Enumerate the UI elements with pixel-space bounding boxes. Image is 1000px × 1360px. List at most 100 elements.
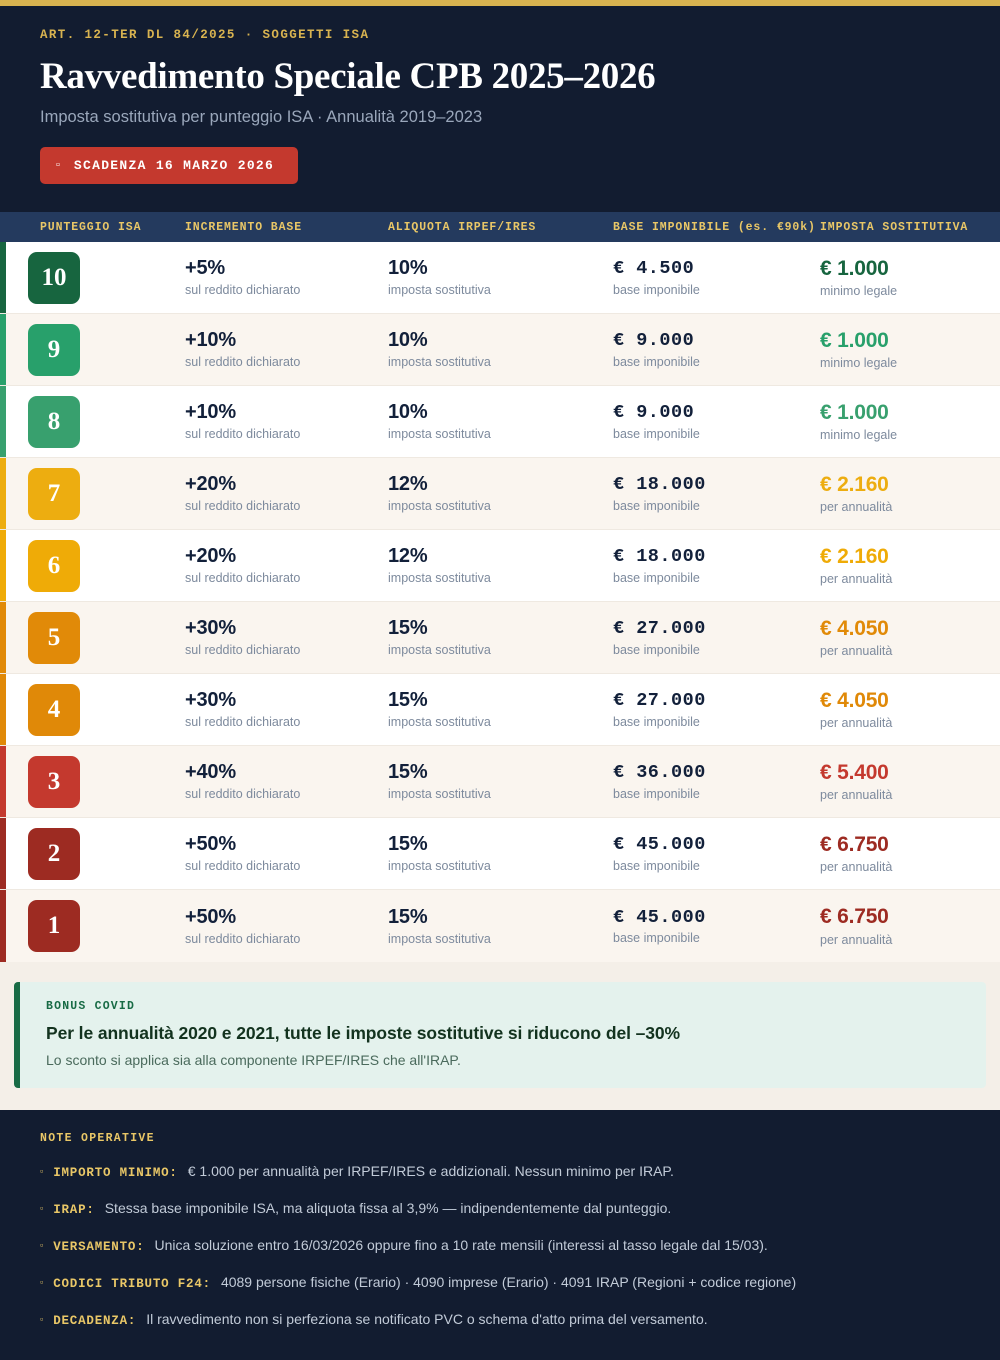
note-item: ▫ IMPORTO MINIMO: € 1.000 per annualità pe…	[40, 1162, 960, 1182]
table-row: 8 +10% sul reddito dichiarato 10% imposta so…	[0, 386, 1000, 459]
aliquota-cell: 12% imposta sostitutiva	[388, 473, 613, 514]
imposta-value: € 1.000	[820, 400, 889, 424]
note-term: IMPORTO MINIMO:	[53, 1166, 178, 1181]
operative-notes-footer: NOTE OPERATIVE ▫ IMPORTO MINIMO: € 1.000 p…	[0, 1110, 1000, 1360]
incremento-caption: sul reddito dichiarato	[185, 859, 301, 874]
incremento-value: +30%	[185, 689, 236, 712]
eyebrow-label: ART. 12-TER DL 84/2025 · SOGGETTI ISA	[40, 28, 370, 42]
aliquota-value: 10%	[388, 401, 428, 424]
isa-score-badge: 10	[28, 251, 80, 304]
score-badge-cell: 5	[0, 611, 185, 664]
isa-score-badge: 5	[28, 611, 80, 664]
square-bullet-icon: ▫	[40, 1277, 44, 1288]
imposta-caption: minimo legale	[820, 284, 898, 298]
base-imponibile-caption: base imponibile	[613, 642, 700, 657]
base-imponibile-cell: € 27.000 base imponibile	[613, 618, 820, 657]
aliquota-value: 15%	[388, 689, 428, 712]
square-bullet-icon: ▫	[40, 1313, 44, 1324]
imposta-value: € 2.160	[820, 472, 889, 496]
table-row: 10 +5% sul reddito dichiarato 10% imposta so…	[0, 242, 1000, 315]
imposta-sostitutiva-cell: € 5.400 per annualità	[820, 761, 1000, 803]
column-header-base-imponibile: BASE IMPONIBILE (es. €90k)	[613, 220, 816, 234]
aliquota-value: 12%	[388, 473, 428, 496]
aliquota-caption: imposta sostitutiva	[388, 571, 491, 586]
incremento-cell: +10% sul reddito dichiarato	[185, 329, 388, 370]
imposta-value: € 6.750	[820, 905, 889, 929]
column-header-imposta-sostitutiva: IMPOSTA SOSTITUTIVA	[820, 220, 969, 234]
table-row: 7 +20% sul reddito dichiarato 12% imposta so…	[0, 458, 1000, 531]
column-header-incremento-base: INCREMENTO BASE	[185, 220, 303, 234]
incremento-cell: +40% sul reddito dichiarato	[185, 761, 388, 802]
incremento-value: +20%	[185, 545, 236, 568]
note-description: 4089 persone fisiche (Erario) · 4090 imp…	[220, 1274, 797, 1291]
aliquota-value: 15%	[388, 761, 428, 784]
score-badge-cell: 7	[0, 467, 185, 520]
column-header-punteggio-isa: PUNTEGGIO ISA	[40, 220, 142, 234]
incremento-value: +50%	[185, 833, 236, 856]
imposta-sostitutiva-cell: € 1.000 minimo legale	[820, 329, 1000, 371]
score-badge-cell: 2	[0, 827, 185, 880]
row-accent-bar	[0, 818, 6, 890]
row-accent-bar	[0, 242, 6, 314]
incremento-caption: sul reddito dichiarato	[185, 715, 301, 730]
isa-score-table: PUNTEGGIO ISA INCREMENTO BASE ALIQUOTA I…	[0, 212, 1000, 963]
score-badge-cell: 9	[0, 323, 185, 376]
isa-score-badge: 8	[28, 395, 80, 448]
square-bullet-icon: ▫	[40, 1240, 44, 1251]
incremento-caption: sul reddito dichiarato	[185, 787, 301, 802]
row-accent-bar	[0, 890, 6, 963]
note-description: € 1.000 per annualità per IRPEF/IRES e a…	[187, 1163, 674, 1180]
score-badge-cell: 6	[0, 539, 185, 592]
incremento-value: +50%	[185, 905, 236, 928]
bonus-note: Lo sconto si applica sia alla componente…	[46, 1052, 461, 1069]
base-imponibile-value: € 9.000	[613, 402, 695, 424]
aliquota-cell: 15% imposta sostitutiva	[388, 833, 613, 874]
imposta-sostitutiva-cell: € 1.000 minimo legale	[820, 401, 1000, 443]
row-accent-bar	[0, 314, 6, 386]
base-imponibile-cell: € 45.000 base imponibile	[613, 834, 820, 873]
base-imponibile-cell: € 9.000 base imponibile	[613, 402, 820, 441]
incremento-cell: +20% sul reddito dichiarato	[185, 473, 388, 514]
score-badge-cell: 10	[0, 251, 185, 304]
incremento-caption: sul reddito dichiarato	[185, 571, 301, 586]
imposta-sostitutiva-cell: € 6.750 per annualità	[820, 833, 1000, 875]
aliquota-cell: 15% imposta sostitutiva	[388, 689, 613, 730]
base-imponibile-caption: base imponibile	[613, 570, 700, 585]
base-imponibile-cell: € 36.000 base imponibile	[613, 762, 820, 801]
base-imponibile-value: € 9.000	[613, 330, 695, 352]
base-imponibile-caption: base imponibile	[613, 498, 700, 513]
imposta-value: € 2.160	[820, 544, 889, 568]
aliquota-caption: imposta sostitutiva	[388, 931, 491, 946]
row-accent-bar	[0, 458, 6, 530]
aliquota-caption: imposta sostitutiva	[388, 283, 491, 298]
base-imponibile-cell: € 18.000 base imponibile	[613, 546, 820, 585]
footer-kicker: NOTE OPERATIVE	[40, 1132, 155, 1146]
aliquota-cell: 12% imposta sostitutiva	[388, 545, 613, 586]
imposta-value: € 1.000	[820, 256, 889, 280]
imposta-caption: per annualità	[820, 860, 893, 874]
base-imponibile-value: € 36.000	[613, 762, 706, 784]
incremento-caption: sul reddito dichiarato	[185, 283, 301, 298]
imposta-sostitutiva-cell: € 4.050 per annualità	[820, 689, 1000, 731]
base-imponibile-value: € 45.000	[613, 834, 706, 856]
isa-score-badge: 3	[28, 755, 80, 808]
aliquota-value: 10%	[388, 257, 428, 280]
score-badge-cell: 4	[0, 683, 185, 736]
imposta-caption: minimo legale	[820, 356, 898, 370]
incremento-value: +20%	[185, 473, 236, 496]
note-term: DECADENZA:	[53, 1313, 137, 1328]
incremento-caption: sul reddito dichiarato	[185, 931, 301, 946]
incremento-caption: sul reddito dichiarato	[185, 355, 301, 370]
deadline-badge[interactable]: ▫ SCADENZA 16 MARZO 2026	[40, 147, 299, 185]
base-imponibile-value: € 4.500	[613, 258, 695, 280]
isa-score-badge: 9	[28, 323, 80, 376]
incremento-value: +5%	[185, 257, 225, 280]
score-badge-cell: 1	[0, 900, 185, 953]
imposta-caption: minimo legale	[820, 428, 898, 442]
imposta-value: € 1.000	[820, 328, 889, 352]
aliquota-cell: 15% imposta sostitutiva	[388, 761, 613, 802]
aliquota-caption: imposta sostitutiva	[388, 355, 491, 370]
column-header-aliquota: ALIQUOTA IRPEF/IRES	[388, 220, 537, 234]
aliquota-value: 10%	[388, 329, 428, 352]
